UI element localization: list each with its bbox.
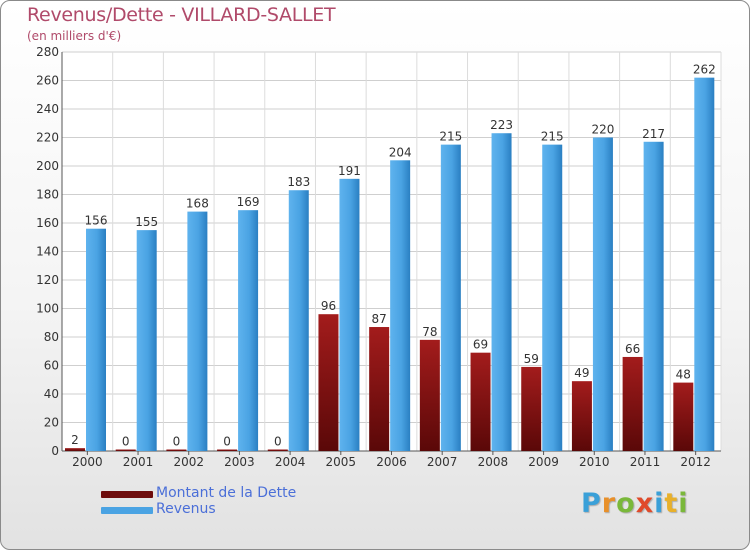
x-tick-label: 2010 — [579, 455, 610, 469]
x-tick-label: 2009 — [528, 455, 559, 469]
bar-debt — [419, 339, 440, 451]
data-label-debt: 96 — [321, 299, 336, 313]
y-tick-label: 200 — [36, 159, 59, 173]
x-tick-label: 2008 — [478, 455, 509, 469]
data-label-revenue: 215 — [439, 130, 462, 144]
y-tick-label: 240 — [36, 102, 59, 116]
bar-debt — [521, 366, 542, 451]
legend-swatch-revenue — [101, 507, 153, 514]
data-label-revenue: 169 — [237, 195, 260, 209]
y-tick-label: 280 — [36, 45, 59, 59]
logo-letter: r — [601, 488, 617, 519]
legend-label-debt: Montant de la Dette — [156, 485, 297, 501]
data-label-revenue: 262 — [693, 63, 716, 77]
data-label-debt: 0 — [122, 435, 130, 449]
data-label-revenue: 220 — [591, 123, 614, 137]
bar-debt — [217, 449, 238, 451]
x-tick-label: 2012 — [680, 455, 711, 469]
bar-revenue — [491, 133, 512, 451]
bar-debt — [571, 381, 592, 451]
data-label-revenue: 183 — [287, 175, 310, 189]
data-label-revenue: 215 — [541, 130, 564, 144]
bar-debt — [267, 449, 288, 451]
logo-letter: o — [616, 488, 636, 519]
y-tick-label: 140 — [36, 245, 59, 259]
data-label-revenue: 156 — [85, 214, 108, 228]
bar-revenue — [440, 144, 461, 451]
bar-revenue — [339, 178, 360, 451]
data-label-debt: 87 — [372, 312, 387, 326]
logo-letter: x — [635, 488, 655, 519]
data-label-debt: 78 — [422, 325, 437, 339]
data-label-debt: 0 — [173, 435, 181, 449]
x-tick-label: 2007 — [427, 455, 458, 469]
y-tick-label: 20 — [44, 416, 59, 430]
data-label-revenue: 217 — [642, 127, 665, 141]
y-tick-label: 0 — [51, 444, 59, 458]
data-label-debt: 49 — [574, 366, 589, 380]
logo-letter: P — [581, 488, 602, 519]
y-tick-label: 40 — [44, 387, 59, 401]
bar-revenue — [694, 77, 715, 452]
data-label-revenue: 155 — [135, 215, 158, 229]
chart-title: Revenus/Dette - VILLARD-SALLET — [27, 4, 336, 26]
logo-letter: t — [664, 488, 679, 519]
x-tick-label: 2002 — [173, 455, 204, 469]
x-tick-label: 2001 — [123, 455, 154, 469]
bar-revenue — [86, 228, 106, 451]
data-label-debt: 48 — [676, 368, 691, 382]
x-tick-label: 2006 — [376, 455, 407, 469]
bar-debt — [673, 382, 694, 451]
bar-debt — [470, 352, 491, 451]
x-tick-label: 2000 — [72, 455, 103, 469]
x-tick-label: 2004 — [275, 455, 306, 469]
bar-debt — [115, 449, 136, 451]
data-label-revenue: 191 — [338, 164, 361, 178]
data-label-debt: 59 — [524, 352, 539, 366]
data-label-debt: 0 — [274, 435, 282, 449]
bar-revenue — [542, 144, 563, 451]
y-tick-label: 260 — [36, 74, 59, 88]
bar-debt — [166, 449, 187, 451]
x-tick-label: 2003 — [224, 455, 255, 469]
bar-revenue — [643, 141, 664, 451]
data-label-debt: 0 — [223, 435, 231, 449]
bar-revenue — [592, 137, 613, 451]
data-label-revenue: 204 — [389, 145, 412, 159]
data-label-debt: 66 — [625, 342, 640, 356]
data-label-revenue: 168 — [186, 197, 209, 211]
bar-debt — [622, 356, 643, 451]
data-label-revenue: 223 — [490, 118, 513, 132]
bar-revenue — [136, 230, 157, 451]
x-tick-label: 2011 — [630, 455, 661, 469]
proxiti-logo: Proxiti — [581, 488, 689, 519]
data-label-debt: 2 — [71, 433, 79, 447]
chart-subtitle: (en milliers d'€) — [27, 29, 122, 43]
bar-debt — [65, 448, 85, 451]
y-tick-label: 60 — [44, 359, 59, 373]
y-tick-label: 220 — [36, 131, 59, 145]
bar-revenue — [288, 190, 309, 451]
logo-letter: i — [678, 488, 689, 519]
y-tick-label: 120 — [36, 273, 59, 287]
bar-revenue — [187, 211, 208, 451]
legend-label-revenue: Revenus — [156, 501, 216, 517]
x-tick-label: 2005 — [326, 455, 357, 469]
bar-revenue — [238, 210, 259, 451]
bar-revenue — [390, 160, 411, 452]
legend-swatch-debt — [101, 491, 153, 498]
bar-debt — [369, 327, 390, 451]
logo-letter: i — [654, 488, 665, 519]
y-tick-label: 100 — [36, 302, 59, 316]
data-label-debt: 69 — [473, 338, 488, 352]
y-tick-label: 80 — [44, 330, 59, 344]
y-tick-label: 180 — [36, 188, 59, 202]
bar-debt — [318, 314, 339, 451]
y-tick-label: 160 — [36, 216, 59, 230]
